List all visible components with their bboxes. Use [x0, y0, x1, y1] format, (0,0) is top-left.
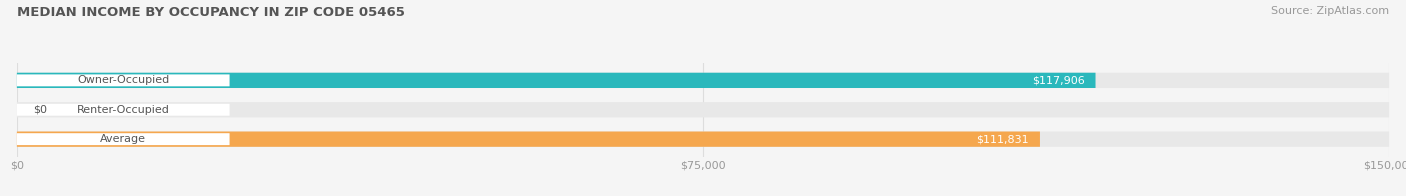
Text: Average: Average: [100, 134, 146, 144]
FancyBboxPatch shape: [17, 132, 1389, 147]
Text: Owner-Occupied: Owner-Occupied: [77, 75, 169, 85]
Text: $0: $0: [34, 105, 48, 115]
FancyBboxPatch shape: [17, 73, 1389, 88]
Text: $117,906: $117,906: [1032, 75, 1084, 85]
Text: $111,831: $111,831: [976, 134, 1029, 144]
FancyBboxPatch shape: [17, 73, 1095, 88]
FancyBboxPatch shape: [17, 132, 1040, 147]
FancyBboxPatch shape: [17, 102, 1389, 117]
FancyBboxPatch shape: [17, 104, 229, 116]
Text: MEDIAN INCOME BY OCCUPANCY IN ZIP CODE 05465: MEDIAN INCOME BY OCCUPANCY IN ZIP CODE 0…: [17, 6, 405, 19]
Text: Source: ZipAtlas.com: Source: ZipAtlas.com: [1271, 6, 1389, 16]
FancyBboxPatch shape: [17, 133, 229, 145]
FancyBboxPatch shape: [17, 74, 229, 86]
Text: Renter-Occupied: Renter-Occupied: [77, 105, 170, 115]
